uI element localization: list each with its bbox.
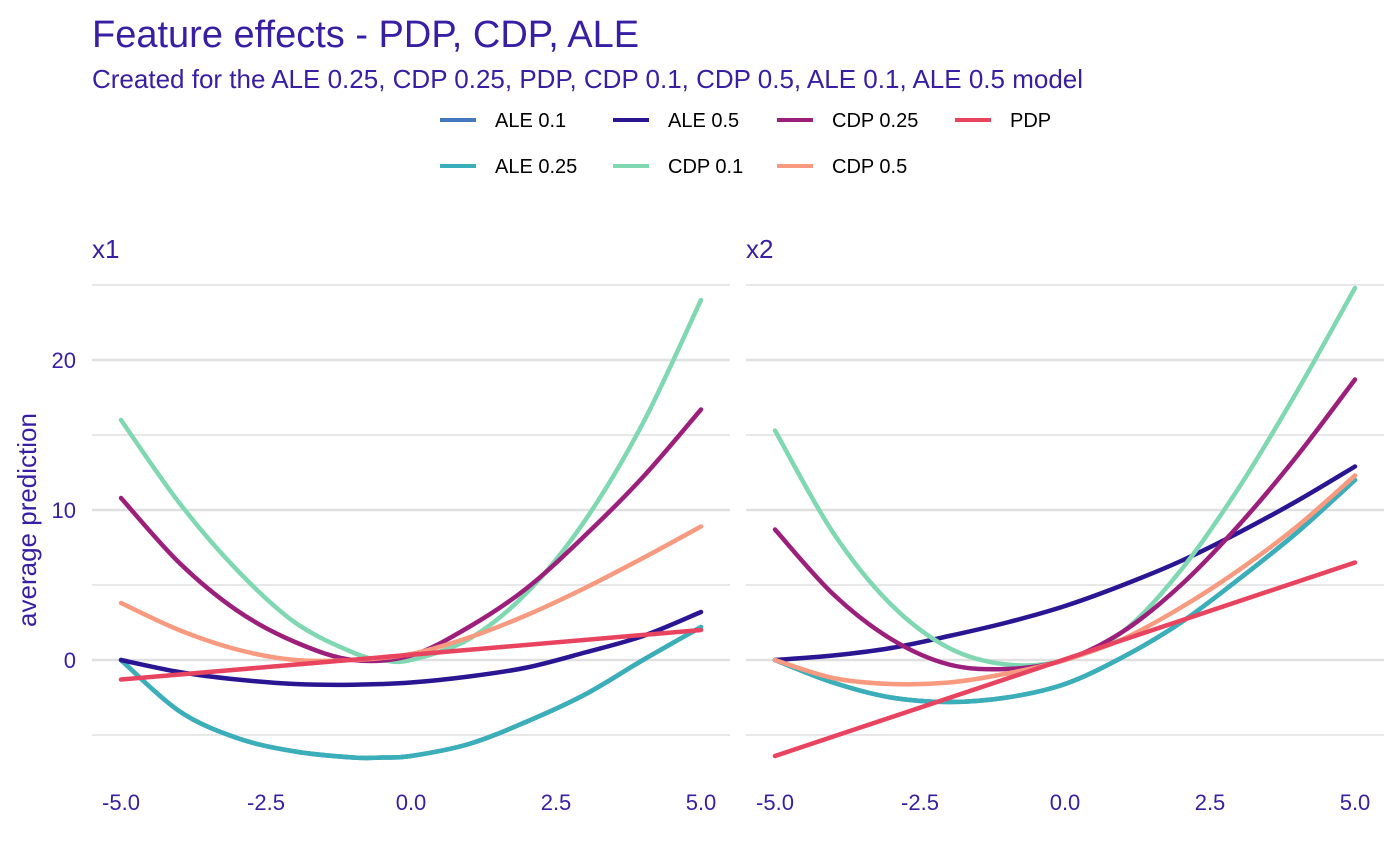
panel-x1-series-pdp [118,627,704,682]
legend-label-pdp: PDP [1010,110,1051,132]
chart-title: Feature effects - PDP, CDP, ALE [92,14,640,56]
panel-x2-x-tick-label: 2.5 [1195,790,1226,815]
legend-label-ale-0-1: ALE 0.1 [495,110,566,132]
panel-x2-series-cdp-0-1 [772,285,1358,668]
y-axis-label: average prediction [12,413,42,627]
panel-x1-title: x1 [92,234,119,264]
y-tick-label: 20 [52,348,76,373]
chart-header: Feature effects - PDP, CDP, ALE Created … [92,12,1083,94]
panel-x1-series-cdp-0-5 [118,524,704,664]
panel-x2-series-ale-0-25 [772,477,1358,705]
legend-label-cdp-0-1: CDP 0.1 [668,156,743,178]
panel-x1-x-tick-label: -2.5 [247,790,285,815]
panel-x2-series-cdp-0-25 [772,377,1358,672]
legend-label-ale-0-25: ALE 0.25 [495,156,577,178]
panel-x2-series-ale-0-5 [772,464,1358,663]
panel-x2-x-tick-label: 0.0 [1050,790,1081,815]
panel-x2-x-tick-label: 5.0 [1340,790,1371,815]
chart-subtitle: Created for the ALE 0.25, CDP 0.25, PDP,… [92,64,1084,94]
legend-label-cdp-0-25: CDP 0.25 [832,110,918,132]
legend-label-cdp-0-5: CDP 0.5 [832,156,907,178]
panel-x1-series-ale-0-5 [118,609,704,688]
y-tick-label: 10 [52,498,76,523]
panel-x1-x-tick-label: -5.0 [102,790,140,815]
panel-x2-x-tick-label: -2.5 [901,790,939,815]
y-tick-label: 0 [64,648,76,673]
panel-x1-x-tick-label: 2.5 [541,790,572,815]
panel-x2-title: x2 [746,234,773,264]
panel-x1-x-tick-label: 0.0 [396,790,427,815]
legend-label-ale-0-5: ALE 0.5 [668,110,739,132]
panel-x1-x-tick-label: 5.0 [686,790,717,815]
panel-x2-series-pdp [772,560,1358,759]
panel-x1-series-ale-0-25 [118,624,704,761]
panel-x2-x-tick-label: -5.0 [756,790,794,815]
panel-x1-series-cdp-0-1 [118,297,704,665]
